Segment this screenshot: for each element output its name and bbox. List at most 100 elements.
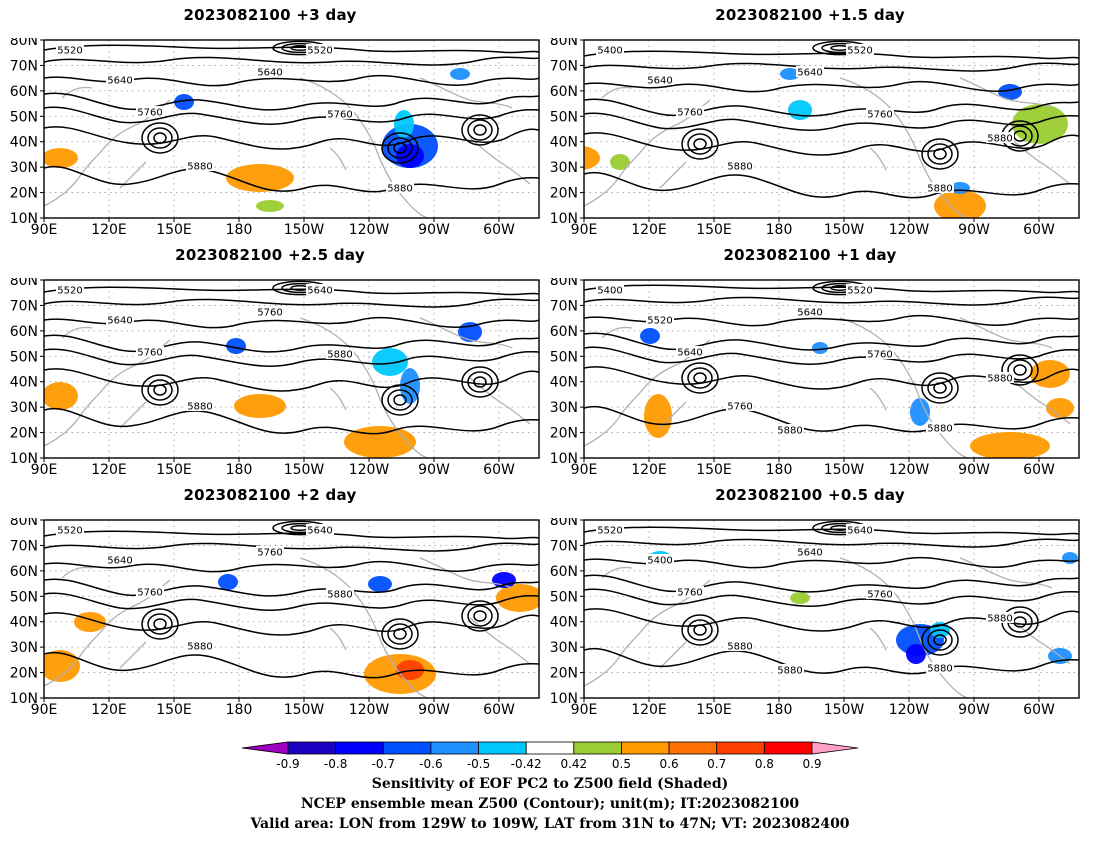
z500-contour bbox=[681, 128, 719, 160]
caption-line-1: Sensitivity of EOF PC2 to Z500 field (Sh… bbox=[371, 776, 729, 792]
contour-label: 5760 bbox=[867, 590, 892, 601]
lat-tick-label: 80N bbox=[550, 38, 578, 49]
lon-tick-label: 120E bbox=[631, 702, 667, 718]
lat-tick-label: 80N bbox=[550, 278, 578, 289]
lon-tick-label: 60W bbox=[483, 462, 515, 478]
z500-contour bbox=[584, 296, 1079, 306]
lat-tick-label: 40N bbox=[550, 135, 578, 151]
z500-contour bbox=[153, 132, 167, 144]
colorbar-label: 0.42 bbox=[560, 757, 587, 770]
coastline bbox=[44, 339, 171, 447]
lon-tick-label: 60W bbox=[483, 222, 515, 238]
contour-label-bg bbox=[106, 314, 134, 325]
colorbar-segment bbox=[525, 741, 575, 755]
contour-label: 5520 bbox=[57, 46, 82, 57]
contour-label-bg bbox=[776, 424, 804, 435]
contour-label: 5760 bbox=[677, 588, 702, 599]
contour-label-bg bbox=[926, 662, 954, 673]
z500-contour bbox=[933, 634, 947, 646]
panel-title: 2023082100 +0.5 day bbox=[715, 486, 905, 504]
colorbar-segment bbox=[763, 741, 813, 755]
lat-tick-label: 30N bbox=[10, 400, 38, 416]
contour-label: 5880 bbox=[777, 426, 802, 437]
lat-tick-label: 70N bbox=[10, 298, 38, 314]
sensitivity-patch bbox=[812, 342, 828, 354]
map-panel-3: 2023082100 +2.5 day 5520 5640 5640 5760 5760… bbox=[0, 246, 540, 478]
lon-tick-label: 60W bbox=[483, 702, 515, 718]
lat-tick-label: 20N bbox=[550, 186, 578, 202]
sensitivity-patch bbox=[610, 154, 630, 170]
lat-tick-label: 20N bbox=[10, 426, 38, 442]
contour-label-bg bbox=[306, 44, 334, 55]
lon-tick-label: 180 bbox=[766, 462, 793, 478]
contour-label: 5640 bbox=[797, 548, 822, 559]
colorbar-label: -0.5 bbox=[467, 757, 490, 770]
sensitivity-patch bbox=[234, 394, 286, 418]
colorbar-segment bbox=[335, 741, 384, 755]
lat-tick-label: 50N bbox=[550, 589, 578, 605]
z500-contour bbox=[693, 138, 707, 150]
lat-tick-label: 40N bbox=[10, 615, 38, 631]
lon-tick-label: 120E bbox=[91, 222, 127, 238]
contour-label: 5760 bbox=[727, 402, 752, 413]
z500-contour bbox=[461, 114, 499, 146]
z500-contour bbox=[584, 171, 1079, 199]
z500-contour bbox=[381, 384, 419, 416]
z500-contour bbox=[44, 368, 539, 392]
lon-tick-label: 150W bbox=[284, 702, 325, 718]
z500-contour bbox=[584, 608, 1079, 632]
contour-label: 5640 bbox=[797, 308, 822, 319]
z500-contour bbox=[473, 610, 487, 622]
z500-contour bbox=[44, 651, 539, 679]
z500-contour bbox=[141, 374, 179, 406]
lon-tick-label: 90E bbox=[31, 462, 58, 478]
map-plot: 5520 5640 5400 5640 5760 5760 5880 5880 5880 5880… bbox=[550, 518, 1080, 718]
colorbar-label: 0.7 bbox=[707, 757, 726, 770]
panel-title: 2023082100 +1.5 day bbox=[715, 6, 905, 24]
lat-tick-label: 50N bbox=[10, 589, 38, 605]
contour-label: 5520 bbox=[597, 526, 622, 537]
lon-tick-label: 120W bbox=[349, 462, 390, 478]
contour-label-bg bbox=[726, 160, 754, 171]
contour-label: 5640 bbox=[107, 316, 132, 327]
z500-contour bbox=[44, 56, 539, 66]
lon-tick-label: 90W bbox=[958, 702, 990, 718]
lon-tick-label: 120E bbox=[91, 462, 127, 478]
lat-tick-label: 70N bbox=[550, 538, 578, 554]
lat-tick-label: 10N bbox=[10, 211, 38, 227]
map-panel-4: 2023082100 +1 day 5400 5520 5520 5640 5640 57… bbox=[540, 246, 1080, 478]
z500-contour bbox=[584, 538, 1079, 548]
lon-tick-label: 60W bbox=[1023, 702, 1055, 718]
z500-contour bbox=[584, 346, 1079, 365]
coastline bbox=[584, 99, 711, 207]
lon-tick-label: 90W bbox=[958, 462, 990, 478]
lat-tick-label: 50N bbox=[550, 349, 578, 365]
sensitivity-patch bbox=[584, 146, 600, 170]
lon-tick-label: 120W bbox=[889, 222, 930, 238]
colorbar-label: 0.6 bbox=[660, 757, 679, 770]
lon-tick-label: 150E bbox=[156, 702, 192, 718]
z500-contour bbox=[933, 382, 947, 394]
contour-label-bg bbox=[386, 182, 414, 193]
contour-label: 5400 bbox=[647, 556, 672, 567]
z500-contour bbox=[693, 624, 707, 636]
contour-label-bg bbox=[986, 612, 1014, 623]
contour-label: 5400 bbox=[597, 46, 622, 57]
contour-label-bg bbox=[796, 546, 824, 557]
contour-label: 5760 bbox=[867, 350, 892, 361]
sensitivity-patch bbox=[44, 148, 78, 168]
contour-label-bg bbox=[676, 106, 704, 117]
caption-line-2: NCEP ensemble mean Z500 (Contour); unit(… bbox=[300, 796, 800, 812]
lat-tick-label: 40N bbox=[550, 615, 578, 631]
z500-contour bbox=[681, 614, 719, 646]
z500-contour bbox=[147, 613, 173, 635]
z500-contour bbox=[393, 628, 407, 640]
contour-label-bg bbox=[676, 586, 704, 597]
contour-label: 5520 bbox=[307, 46, 332, 57]
z500-contour bbox=[147, 127, 173, 149]
contour-label-bg bbox=[56, 524, 84, 535]
contour-label-bg bbox=[846, 284, 874, 295]
z500-contour bbox=[584, 647, 1079, 675]
lon-tick-label: 180 bbox=[226, 462, 253, 478]
panel-title: 2023082100 +2 day bbox=[183, 486, 357, 504]
